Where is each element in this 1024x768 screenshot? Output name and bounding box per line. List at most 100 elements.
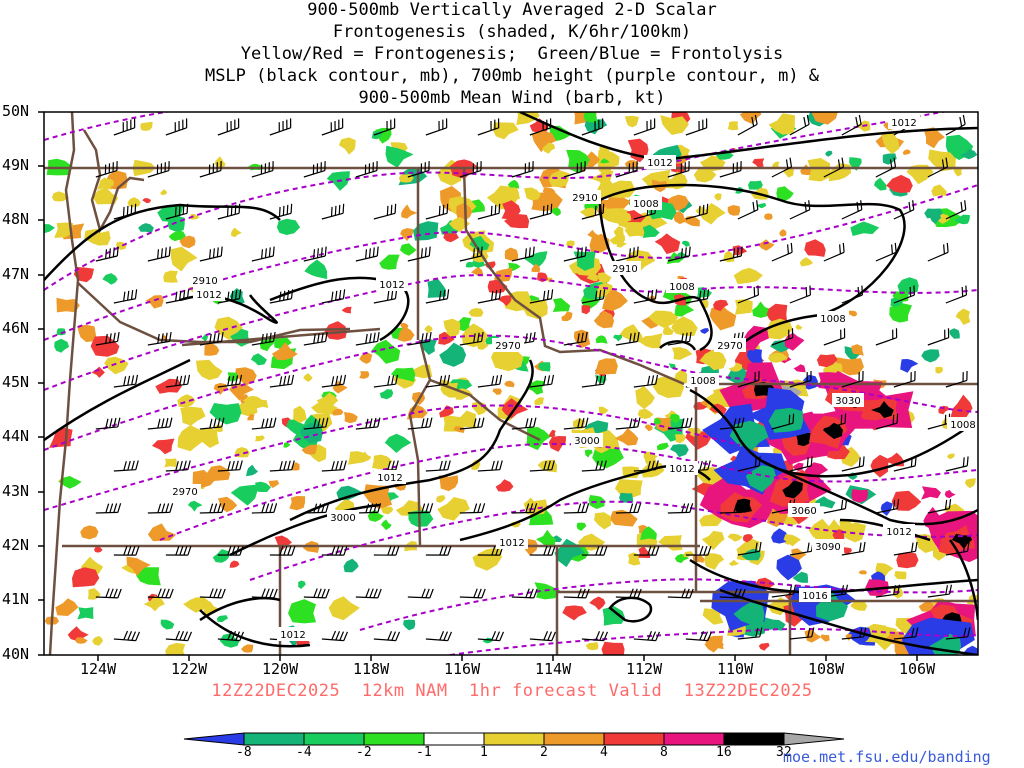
mslp-contour: [719, 588, 978, 655]
wind-barb: [980, 338, 1001, 345]
mslp-contour: [199, 596, 281, 622]
colorbar-label: -4: [296, 745, 312, 760]
lat-label: 40N: [2, 645, 30, 663]
lon-label: 124W: [80, 660, 117, 678]
contour-label: 1012: [647, 158, 672, 169]
contour-label: 1008: [950, 420, 975, 431]
wind-barb: [95, 511, 118, 514]
contour-label: 1012: [196, 290, 221, 301]
contour-label: 1012: [379, 280, 404, 291]
wind-barb: [615, 511, 638, 514]
contour-label: 2910: [612, 264, 637, 275]
lon-label: 110W: [717, 660, 754, 678]
colorbar: [183, 732, 845, 746]
contour-label: 2910: [192, 276, 217, 287]
lon-label: 112W: [626, 660, 663, 678]
wind-barb: [980, 509, 1002, 513]
lat-label: 50N: [2, 102, 30, 120]
wind-barb: [980, 167, 1000, 177]
colorbar-swatch: [783, 732, 845, 746]
wind-barb: [980, 423, 1001, 429]
height-contour: [44, 112, 948, 291]
lat-label: 48N: [2, 210, 30, 228]
colorbar-label: -8: [236, 745, 252, 760]
title-line-1: 900-500mb Vertically Averaged 2-D Scalar: [307, 0, 717, 20]
title-line-4: MSLP (black contour, mb), 700mb height (…: [204, 66, 820, 86]
coastline: [48, 112, 80, 655]
colorbar-label: -1: [416, 745, 432, 760]
colorbar-swatch: [723, 732, 785, 746]
contour-label: 2970: [172, 487, 197, 498]
contour-label: 3090: [815, 542, 840, 553]
wind-barb: [303, 511, 326, 514]
lat-label: 42N: [2, 536, 30, 554]
height-contour: [44, 112, 172, 141]
height-contour: [359, 578, 978, 631]
contour-label: 1012: [377, 473, 402, 484]
wind-barb: [407, 511, 430, 514]
lon-label: 122W: [171, 660, 208, 678]
lat-label: 46N: [2, 319, 30, 337]
source-url[interactable]: moe.met.fsu.edu/banding: [783, 748, 991, 766]
colorbar-swatch: [243, 732, 305, 746]
contour-label: 3000: [330, 513, 355, 524]
contour-label: 1012: [891, 118, 916, 129]
colorbar-swatch: [603, 732, 665, 746]
or-id-border: [408, 339, 432, 547]
mslp-contour: [948, 539, 978, 621]
colorbar-swatch: [663, 732, 725, 746]
contour-label: 1012: [280, 630, 305, 641]
height-contour: [449, 627, 978, 655]
mslp-contour: [598, 199, 713, 352]
mslp-contour: [44, 203, 281, 281]
mslp-contour: [599, 183, 906, 347]
wind-barbs: [95, 114, 1002, 642]
contour-label: 1008: [820, 314, 845, 325]
lon-label: 116W: [444, 660, 481, 678]
mslp-contour: [199, 609, 311, 648]
height-contour: [44, 404, 741, 511]
mslp-contours: [44, 112, 978, 655]
colorbar-swatch: [483, 732, 545, 746]
wind-barb: [355, 511, 378, 514]
idaho-river: [429, 378, 541, 442]
contour-label: 3000: [574, 436, 599, 447]
mslp-contour: [759, 458, 978, 526]
lat-label: 47N: [2, 265, 30, 283]
wind-barb: [719, 511, 742, 514]
wind-barb: [147, 511, 170, 514]
colorbar-swatch: [303, 732, 365, 746]
colorbar-swatch: [423, 732, 485, 746]
mslp-contour: [608, 596, 653, 623]
mslp-contour: [229, 503, 381, 557]
lon-label: 114W: [535, 660, 572, 678]
lon-label: 118W: [353, 660, 390, 678]
contour-label: 1012: [886, 527, 911, 538]
title-line-2: Frontogenesis (shaded, K/6hr/100km): [332, 22, 692, 42]
wind-barb: [511, 511, 534, 514]
lat-label: 49N: [2, 156, 30, 174]
columbia-river: [77, 282, 351, 344]
mslp-contour: [519, 112, 978, 162]
title-line-3: Yellow/Red = Frontogenesis; Green/Blue =…: [240, 44, 784, 64]
contour-label: 3060: [791, 506, 816, 517]
colorbar-label: 1: [480, 745, 488, 760]
lon-label: 106W: [899, 660, 936, 678]
wind-barb: [980, 252, 1000, 261]
wind-barb: [199, 511, 222, 514]
contour-label: 3030: [835, 396, 860, 407]
mslp-contour: [689, 388, 978, 478]
contour-label: 1016: [802, 591, 827, 602]
wind-barb: [980, 594, 1002, 597]
contour-label: 2910: [572, 193, 597, 204]
contour-label: 2970: [717, 341, 742, 352]
wind-barb: [667, 511, 690, 514]
mslp-contour: [659, 340, 697, 351]
colorbar-label: 32: [776, 745, 792, 760]
forecast-valid-time: 12Z22DEC2025 12km NAM 1hr forecast Valid…: [211, 681, 813, 701]
wind-barb: [563, 511, 586, 514]
colorbar-label: 4: [600, 745, 608, 760]
contour-label: 2970: [495, 341, 520, 352]
height-contour: [44, 274, 978, 391]
